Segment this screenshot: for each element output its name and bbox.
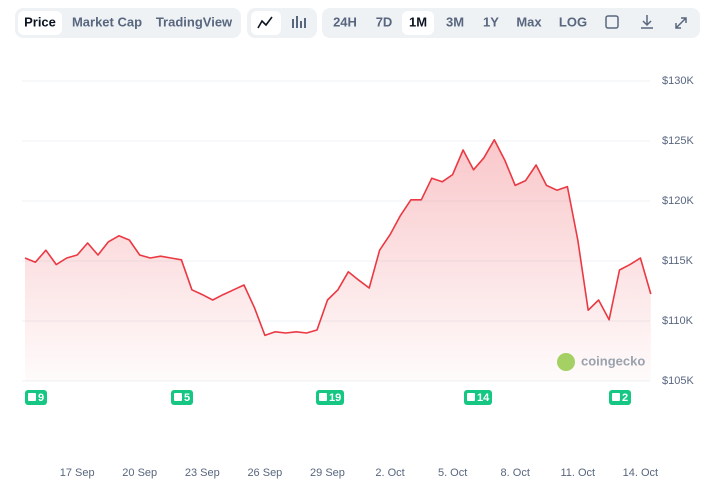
event-icon (28, 393, 36, 401)
price-line (24, 139, 652, 337)
range-tab[interactable]: 3M (446, 14, 464, 29)
event-count[interactable]: 19 (329, 392, 341, 404)
expand-icon[interactable] (675, 17, 687, 29)
x-tick-label: 2. Oct (375, 467, 404, 479)
range-tab[interactable]: 1Y (483, 14, 499, 29)
event-icon (319, 393, 327, 401)
line-icon (257, 16, 273, 29)
y-tick-label: $105K (662, 375, 694, 387)
event-count[interactable]: 9 (38, 392, 44, 404)
event-count[interactable]: 14 (477, 392, 490, 404)
x-tick-label: 23 Sep (185, 467, 220, 479)
view-group (15, 8, 241, 38)
watermark: coingecko (581, 353, 645, 368)
watermark-logo (557, 353, 575, 371)
y-tick-label: $115K (662, 255, 694, 267)
range-tab-active[interactable] (402, 11, 434, 35)
y-tick-label: $120K (662, 195, 694, 207)
y-tick-label: $130K (662, 75, 694, 87)
range-tab[interactable]: 24H (333, 14, 357, 29)
event-count[interactable]: 5 (184, 392, 190, 404)
x-tick-label: 5. Oct (438, 467, 467, 479)
x-tick-label: 29 Sep (310, 467, 345, 479)
x-tick-label: 8. Oct (501, 467, 530, 479)
range-tab[interactable]: 1M (409, 14, 427, 29)
download-icon[interactable] (641, 15, 653, 29)
view-tab-active[interactable] (18, 11, 62, 35)
view-tab[interactable]: Market Cap (72, 14, 142, 29)
event-icon (174, 393, 182, 401)
event-count[interactable]: 2 (622, 392, 628, 404)
x-tick-label: 26 Sep (247, 467, 282, 479)
range-tab[interactable]: LOG (559, 14, 587, 29)
event-icon (612, 393, 620, 401)
price-area (25, 139, 651, 381)
view-tab[interactable]: Price (24, 14, 56, 29)
x-tick-label: 17 Sep (60, 467, 95, 479)
line-style-button[interactable] (251, 11, 281, 35)
candle-icon[interactable] (292, 16, 306, 28)
view-tab[interactable]: TradingView (156, 14, 233, 29)
x-tick-label: 20 Sep (122, 467, 157, 479)
calendar-icon[interactable] (605, 15, 619, 29)
range-tab[interactable]: 7D (376, 14, 393, 29)
event-icon (467, 393, 475, 401)
range-tab[interactable]: Max (516, 14, 542, 29)
y-tick-label: $125K (662, 135, 694, 147)
x-tick-label: 14. Oct (623, 467, 658, 479)
y-tick-label: $110K (662, 315, 694, 327)
x-tick-label: 11. Oct (560, 467, 595, 479)
